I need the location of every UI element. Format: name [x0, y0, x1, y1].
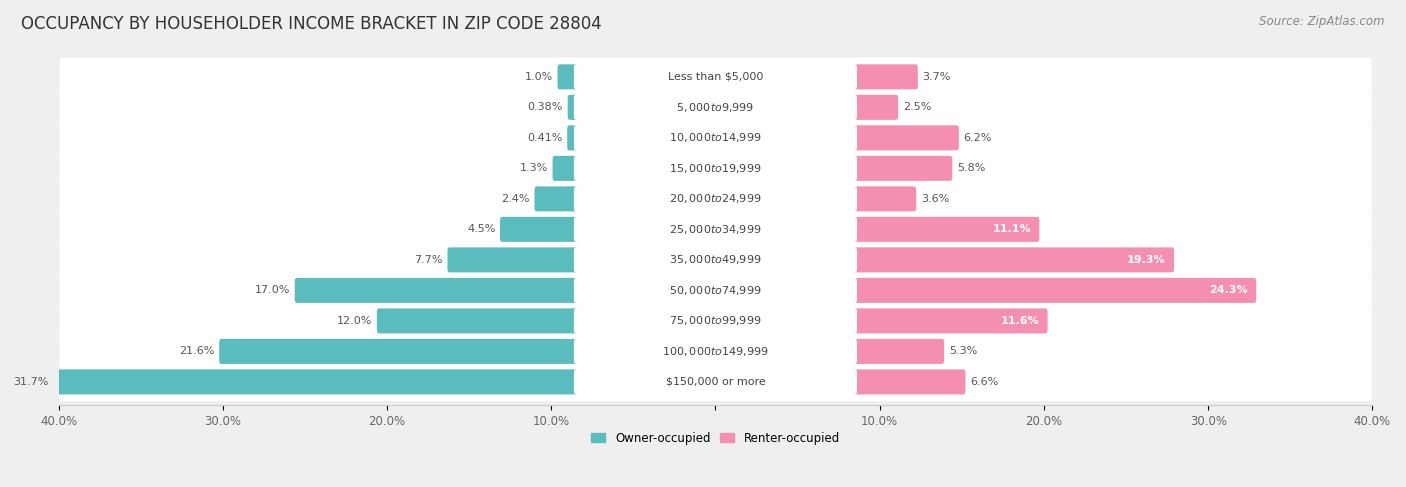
Text: 24.3%: 24.3%	[1209, 285, 1247, 296]
Text: 11.1%: 11.1%	[993, 225, 1031, 234]
Text: 6.6%: 6.6%	[970, 377, 998, 387]
FancyBboxPatch shape	[501, 217, 578, 242]
Text: $35,000 to $49,999: $35,000 to $49,999	[669, 253, 762, 266]
Text: OCCUPANCY BY HOUSEHOLDER INCOME BRACKET IN ZIP CODE 28804: OCCUPANCY BY HOUSEHOLDER INCOME BRACKET …	[21, 15, 602, 33]
FancyBboxPatch shape	[59, 271, 1372, 310]
Text: $10,000 to $14,999: $10,000 to $14,999	[669, 131, 762, 144]
FancyBboxPatch shape	[574, 370, 858, 394]
Text: 5.3%: 5.3%	[949, 346, 977, 356]
Text: $25,000 to $34,999: $25,000 to $34,999	[669, 223, 762, 236]
FancyBboxPatch shape	[377, 308, 578, 334]
FancyBboxPatch shape	[59, 210, 1372, 248]
FancyBboxPatch shape	[59, 332, 1372, 371]
FancyBboxPatch shape	[558, 64, 578, 89]
Text: $100,000 to $149,999: $100,000 to $149,999	[662, 345, 769, 358]
Text: 17.0%: 17.0%	[254, 285, 290, 296]
Text: $50,000 to $74,999: $50,000 to $74,999	[669, 284, 762, 297]
FancyBboxPatch shape	[568, 95, 578, 120]
Text: 11.6%: 11.6%	[1000, 316, 1039, 326]
FancyBboxPatch shape	[853, 278, 1256, 303]
FancyBboxPatch shape	[853, 308, 1047, 334]
FancyBboxPatch shape	[574, 187, 858, 211]
FancyBboxPatch shape	[553, 156, 578, 181]
Text: $150,000 or more: $150,000 or more	[665, 377, 765, 387]
FancyBboxPatch shape	[853, 125, 959, 150]
Text: 31.7%: 31.7%	[13, 377, 49, 387]
FancyBboxPatch shape	[59, 88, 1372, 127]
FancyBboxPatch shape	[59, 180, 1372, 218]
FancyBboxPatch shape	[574, 278, 858, 303]
FancyBboxPatch shape	[59, 301, 1372, 340]
Text: 12.0%: 12.0%	[337, 316, 373, 326]
Text: 3.6%: 3.6%	[921, 194, 949, 204]
Text: $15,000 to $19,999: $15,000 to $19,999	[669, 162, 762, 175]
Text: $5,000 to $9,999: $5,000 to $9,999	[676, 101, 755, 114]
FancyBboxPatch shape	[59, 149, 1372, 187]
FancyBboxPatch shape	[574, 247, 858, 272]
FancyBboxPatch shape	[853, 95, 898, 120]
FancyBboxPatch shape	[59, 119, 1372, 157]
Text: $75,000 to $99,999: $75,000 to $99,999	[669, 315, 762, 327]
Text: $20,000 to $24,999: $20,000 to $24,999	[669, 192, 762, 206]
Text: 4.5%: 4.5%	[467, 225, 495, 234]
Text: 19.3%: 19.3%	[1126, 255, 1166, 265]
FancyBboxPatch shape	[853, 247, 1174, 272]
Text: 3.7%: 3.7%	[922, 72, 950, 82]
FancyBboxPatch shape	[853, 64, 918, 89]
FancyBboxPatch shape	[853, 339, 943, 364]
FancyBboxPatch shape	[574, 125, 858, 150]
FancyBboxPatch shape	[853, 370, 966, 394]
FancyBboxPatch shape	[534, 187, 578, 211]
FancyBboxPatch shape	[574, 156, 858, 181]
Text: 0.38%: 0.38%	[527, 102, 562, 112]
FancyBboxPatch shape	[574, 64, 858, 89]
Text: Source: ZipAtlas.com: Source: ZipAtlas.com	[1260, 15, 1385, 28]
Text: 7.7%: 7.7%	[415, 255, 443, 265]
Text: 5.8%: 5.8%	[957, 163, 986, 173]
FancyBboxPatch shape	[574, 217, 858, 242]
FancyBboxPatch shape	[59, 363, 1372, 401]
FancyBboxPatch shape	[853, 156, 952, 181]
Text: 1.0%: 1.0%	[524, 72, 553, 82]
Text: 21.6%: 21.6%	[179, 346, 215, 356]
FancyBboxPatch shape	[59, 241, 1372, 279]
Legend: Owner-occupied, Renter-occupied: Owner-occupied, Renter-occupied	[592, 431, 839, 445]
FancyBboxPatch shape	[59, 57, 1372, 96]
Text: Less than $5,000: Less than $5,000	[668, 72, 763, 82]
FancyBboxPatch shape	[447, 247, 578, 272]
FancyBboxPatch shape	[574, 339, 858, 364]
FancyBboxPatch shape	[53, 370, 578, 394]
Text: 2.5%: 2.5%	[903, 102, 931, 112]
FancyBboxPatch shape	[574, 308, 858, 334]
Text: 1.3%: 1.3%	[520, 163, 548, 173]
FancyBboxPatch shape	[295, 278, 578, 303]
FancyBboxPatch shape	[853, 187, 917, 211]
Text: 6.2%: 6.2%	[963, 133, 991, 143]
FancyBboxPatch shape	[574, 95, 858, 120]
FancyBboxPatch shape	[567, 125, 578, 150]
FancyBboxPatch shape	[853, 217, 1039, 242]
Text: 2.4%: 2.4%	[502, 194, 530, 204]
FancyBboxPatch shape	[219, 339, 578, 364]
Text: 0.41%: 0.41%	[527, 133, 562, 143]
